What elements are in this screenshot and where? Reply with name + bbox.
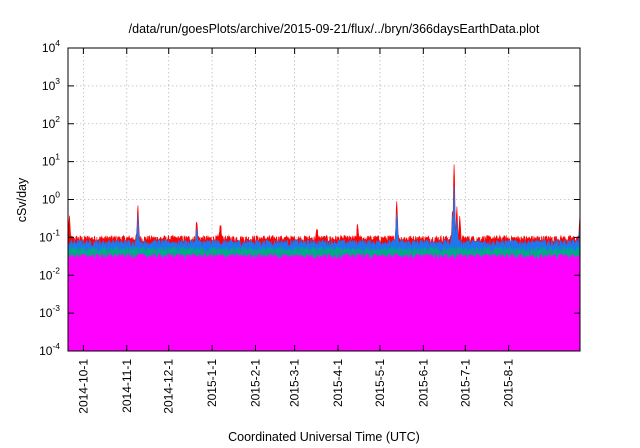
y-tick-label: 10-4: [39, 341, 60, 358]
y-tick-label: 100: [42, 190, 60, 207]
x-tick-label: 2015-6-1: [416, 359, 430, 407]
x-tick-label: 2014-10-1: [76, 359, 90, 414]
chart-title: /data/run/goesPlots/archive/2015-09-21/f…: [129, 22, 540, 36]
y-tick-label: 104: [42, 38, 60, 55]
x-tick-label: 2014-12-1: [162, 359, 176, 414]
x-axis-label: Coordinated Universal Time (UTC): [228, 430, 420, 444]
y-tick-label: 10-2: [39, 265, 60, 282]
x-tick-label: 2015-7-1: [458, 359, 472, 407]
x-tick-label: 2015-8-1: [502, 359, 516, 407]
y-tick-label: 101: [42, 152, 60, 169]
series-area-4: [67, 252, 581, 352]
y-tick-label: 102: [42, 114, 60, 131]
x-tick-label: 2015-3-1: [288, 359, 302, 407]
x-tick-label: 2014-11-1: [120, 359, 134, 413]
y-tick-label: 10-3: [39, 303, 60, 320]
y-tick-label: 10-1: [39, 227, 60, 244]
x-tick-label: 2015-4-1: [331, 359, 345, 407]
y-tick-label: 103: [42, 76, 60, 93]
x-tick-label: 2015-2-1: [248, 359, 262, 407]
x-tick-label: 2015-1-1: [205, 359, 219, 407]
x-tick-label: 2015-5-1: [373, 359, 387, 407]
y-axis-label: cSv/day: [15, 177, 29, 222]
